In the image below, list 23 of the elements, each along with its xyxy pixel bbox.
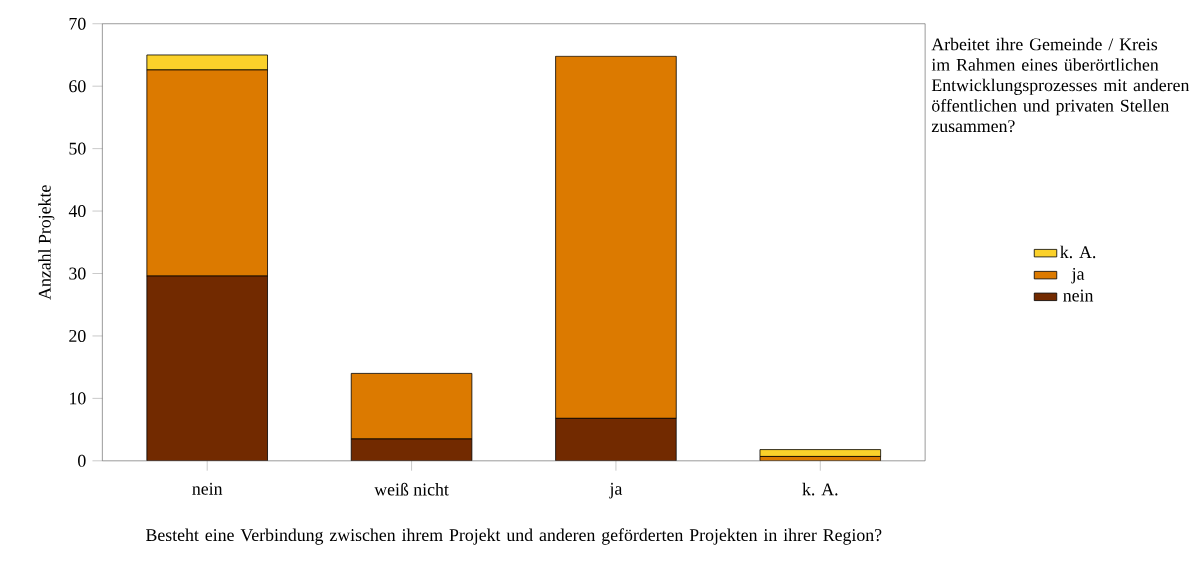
x-tick-label: k. A. bbox=[802, 483, 838, 496]
legend-title: Arbeitet ihre Gemeinde / Kreis im Rahmen eines überörtlichen Entwicklungsprozesses mit anderen öffentlichen und privaten Stellen zusammen? bbox=[931, 38, 1190, 133]
legend-label: nein bbox=[1063, 289, 1094, 302]
y-tick-label: 10 bbox=[70, 392, 86, 405]
y-tick-label: 40 bbox=[68, 205, 86, 218]
bar bbox=[350, 373, 473, 440]
x-tick-label: weiß nicht bbox=[374, 483, 449, 496]
y-tick-label: 60 bbox=[69, 80, 86, 93]
bar bbox=[146, 275, 268, 462]
bar bbox=[759, 449, 882, 458]
bar bbox=[555, 418, 677, 462]
x-tick-label: nein bbox=[192, 483, 223, 496]
legend-label: ja bbox=[1071, 268, 1085, 284]
x-tick-label: ja bbox=[608, 483, 623, 499]
legend-label: k. A. bbox=[1060, 245, 1096, 259]
y-axis-title: Anzahl Projekte bbox=[38, 185, 55, 300]
y-tick-label: 30 bbox=[69, 267, 86, 280]
y-tick-label: 70 bbox=[69, 17, 86, 30]
y-tick-label: 20 bbox=[69, 330, 86, 343]
y-tick-label: 0 bbox=[78, 455, 86, 468]
bar bbox=[350, 438, 473, 462]
y-tick-label: 50 bbox=[69, 142, 86, 155]
x-axis-title: Besteht eine Verbindung zwischen ihrem Projekt und anderen geförderten Projekten in ihrer Region? bbox=[146, 528, 882, 545]
